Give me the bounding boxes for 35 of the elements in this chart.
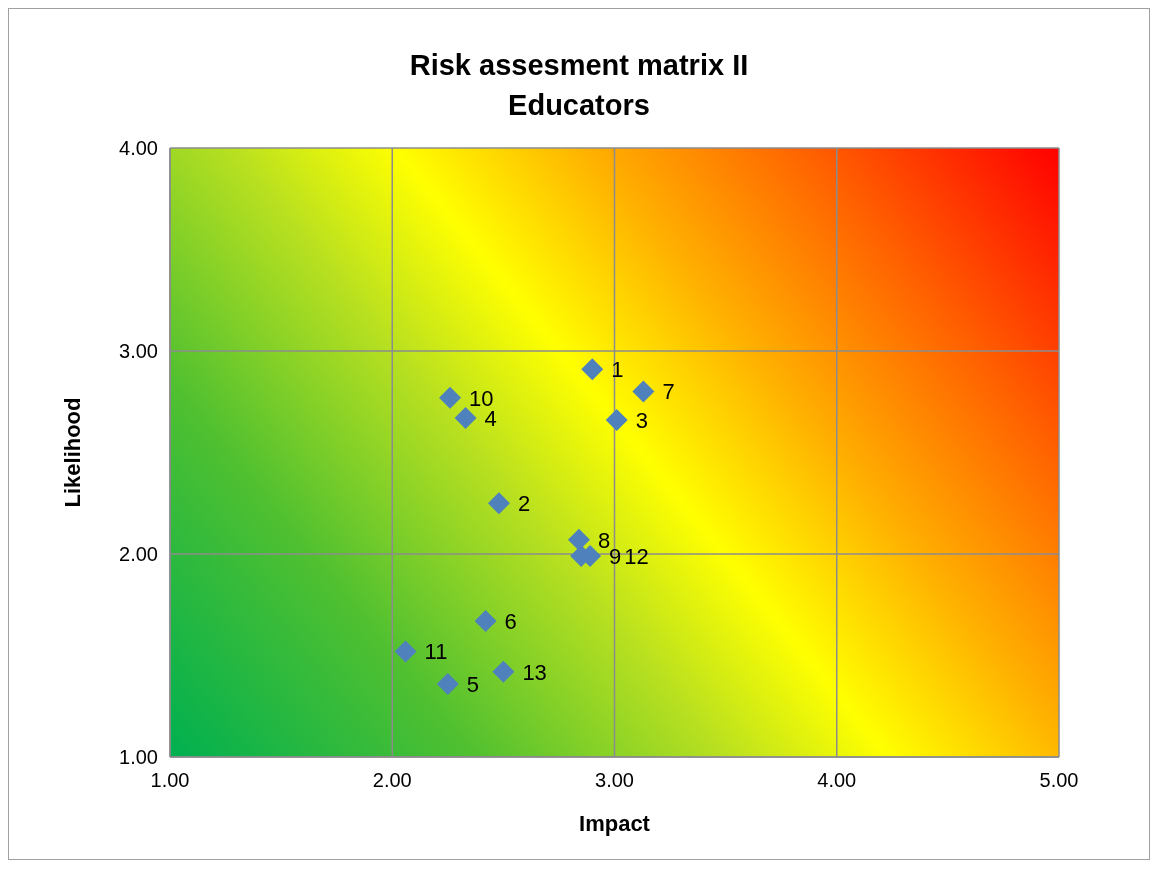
point bbox=[581, 358, 604, 381]
annotation: 3 bbox=[635, 407, 648, 433]
annotation: 7 bbox=[662, 379, 675, 405]
x-tick-label: 1.00 bbox=[150, 769, 190, 792]
x-tick-label: 5.00 bbox=[1039, 769, 1079, 792]
annotation: 13 bbox=[522, 659, 547, 685]
point bbox=[567, 528, 590, 551]
annotation: 8 bbox=[597, 527, 611, 553]
x-axis-title: Impact bbox=[579, 811, 651, 836]
point bbox=[492, 660, 515, 683]
point bbox=[454, 406, 477, 429]
annotation: 9 bbox=[609, 543, 622, 569]
y-tick-label: 1.00 bbox=[119, 746, 158, 769]
annotation: 2 bbox=[517, 491, 531, 517]
point bbox=[632, 380, 655, 403]
point bbox=[487, 492, 510, 515]
annotation: 6 bbox=[504, 608, 517, 634]
point bbox=[394, 640, 417, 663]
y-tick-label: 4.00 bbox=[119, 137, 158, 160]
chart-subtitle: Educators bbox=[507, 88, 651, 123]
x-tick-label: 3.00 bbox=[595, 769, 634, 792]
point bbox=[436, 672, 459, 695]
annotation: 12 bbox=[624, 543, 649, 569]
annotation: 1 bbox=[611, 357, 624, 383]
point bbox=[474, 609, 497, 632]
annotation: 5 bbox=[466, 671, 480, 697]
chart-title: Risk assesment matrix II bbox=[408, 48, 750, 83]
y-tick-label: 2.00 bbox=[119, 543, 158, 566]
point bbox=[605, 409, 628, 432]
x-tick-label: 2.00 bbox=[372, 769, 412, 792]
x-tick-label: 4.00 bbox=[817, 769, 857, 792]
y-axis-title: Likelihood bbox=[59, 397, 85, 508]
point bbox=[439, 386, 462, 409]
annotation: 11 bbox=[424, 639, 448, 665]
y-tick-label: 3.00 bbox=[119, 340, 158, 363]
